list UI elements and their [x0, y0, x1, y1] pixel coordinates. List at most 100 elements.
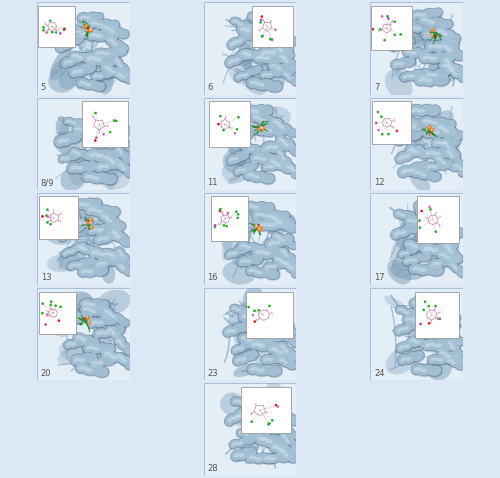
Ellipse shape: [240, 302, 252, 314]
Circle shape: [47, 216, 49, 217]
Circle shape: [51, 31, 53, 33]
Circle shape: [90, 137, 92, 140]
FancyBboxPatch shape: [39, 292, 76, 334]
Ellipse shape: [238, 42, 252, 59]
Ellipse shape: [60, 197, 72, 220]
FancyBboxPatch shape: [37, 2, 130, 95]
Ellipse shape: [232, 321, 252, 343]
Circle shape: [260, 15, 264, 18]
Circle shape: [428, 206, 430, 208]
Circle shape: [422, 325, 424, 326]
Ellipse shape: [438, 110, 454, 124]
Ellipse shape: [56, 117, 69, 136]
Circle shape: [253, 328, 256, 331]
Circle shape: [84, 317, 86, 319]
Circle shape: [46, 221, 49, 224]
Circle shape: [422, 234, 424, 235]
Ellipse shape: [258, 140, 279, 166]
Ellipse shape: [402, 234, 421, 255]
Ellipse shape: [254, 340, 269, 373]
Ellipse shape: [430, 142, 454, 158]
Circle shape: [94, 140, 96, 141]
FancyBboxPatch shape: [37, 288, 130, 380]
Ellipse shape: [391, 239, 404, 269]
Circle shape: [384, 39, 386, 41]
Circle shape: [424, 230, 427, 233]
Circle shape: [58, 320, 60, 322]
Circle shape: [268, 423, 270, 424]
Circle shape: [50, 304, 52, 306]
Ellipse shape: [96, 101, 116, 130]
Ellipse shape: [428, 60, 458, 82]
Circle shape: [250, 420, 253, 423]
Circle shape: [87, 137, 88, 139]
Ellipse shape: [90, 71, 117, 91]
Circle shape: [434, 231, 437, 233]
Circle shape: [422, 234, 426, 237]
Circle shape: [262, 128, 263, 129]
Circle shape: [260, 331, 261, 332]
Circle shape: [90, 130, 92, 133]
Ellipse shape: [385, 70, 412, 99]
Ellipse shape: [96, 166, 130, 189]
Ellipse shape: [226, 119, 248, 150]
FancyBboxPatch shape: [372, 101, 411, 144]
Circle shape: [102, 133, 105, 136]
Ellipse shape: [392, 118, 412, 137]
Circle shape: [62, 28, 66, 31]
Circle shape: [108, 130, 112, 133]
Circle shape: [259, 21, 262, 24]
Circle shape: [428, 206, 431, 208]
Circle shape: [102, 133, 104, 135]
Circle shape: [42, 29, 45, 32]
Ellipse shape: [422, 302, 438, 316]
Circle shape: [214, 226, 216, 228]
Ellipse shape: [58, 245, 84, 271]
Circle shape: [42, 302, 44, 305]
Circle shape: [268, 423, 270, 425]
Circle shape: [381, 133, 384, 136]
Circle shape: [115, 120, 117, 122]
Circle shape: [214, 226, 216, 228]
Circle shape: [258, 128, 261, 131]
Text: 8/9: 8/9: [41, 178, 54, 187]
Ellipse shape: [248, 206, 272, 223]
Ellipse shape: [266, 255, 283, 273]
Circle shape: [259, 226, 263, 230]
Circle shape: [386, 15, 389, 18]
Circle shape: [377, 111, 379, 113]
FancyBboxPatch shape: [370, 2, 463, 95]
Circle shape: [394, 33, 396, 36]
Circle shape: [94, 111, 97, 114]
Ellipse shape: [242, 12, 276, 35]
Circle shape: [236, 213, 240, 216]
Circle shape: [223, 224, 225, 226]
Circle shape: [422, 233, 424, 235]
Circle shape: [86, 30, 87, 31]
Circle shape: [219, 207, 222, 210]
Circle shape: [256, 325, 258, 327]
Circle shape: [425, 328, 428, 331]
Circle shape: [260, 19, 262, 21]
Circle shape: [396, 130, 398, 132]
Circle shape: [436, 317, 440, 320]
Ellipse shape: [234, 328, 254, 346]
Circle shape: [257, 328, 259, 330]
Ellipse shape: [272, 350, 292, 367]
Circle shape: [54, 31, 58, 34]
Circle shape: [90, 28, 92, 30]
Circle shape: [432, 33, 433, 35]
Ellipse shape: [230, 141, 250, 159]
Circle shape: [46, 32, 48, 33]
Ellipse shape: [235, 333, 255, 365]
Ellipse shape: [426, 355, 452, 380]
FancyBboxPatch shape: [204, 193, 296, 285]
Circle shape: [45, 214, 48, 217]
FancyBboxPatch shape: [210, 101, 250, 148]
Circle shape: [268, 422, 271, 425]
FancyBboxPatch shape: [415, 292, 459, 338]
Circle shape: [64, 28, 66, 30]
Ellipse shape: [245, 250, 269, 270]
Ellipse shape: [228, 312, 254, 336]
Ellipse shape: [94, 313, 126, 337]
